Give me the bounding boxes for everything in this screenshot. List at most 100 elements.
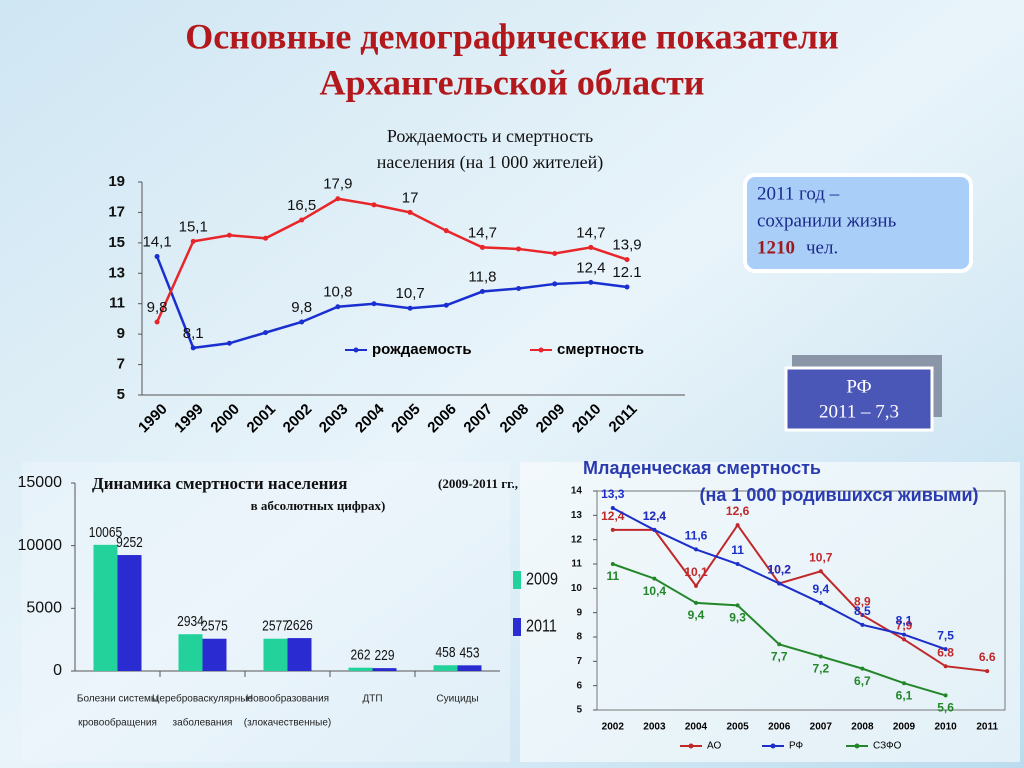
data-label: 12,4 <box>601 509 625 523</box>
y-tick-label: 0 <box>53 662 62 679</box>
chart-panel <box>520 462 1020 762</box>
chart-title: Рождаемость и смертность <box>387 126 593 146</box>
point <box>818 654 823 659</box>
x-tick-label: 2002 <box>602 722 625 733</box>
x-tick-label: 2005 <box>726 722 749 733</box>
slide-title: Архангельской области <box>319 62 704 102</box>
point <box>263 330 269 336</box>
data-label: 13,9 <box>612 237 641 254</box>
data-label: 12,4 <box>643 509 667 523</box>
point <box>552 281 558 287</box>
legend-label: СЗФО <box>873 741 902 752</box>
data-label: 10,4 <box>643 584 667 598</box>
data-label: 6.6 <box>979 650 996 664</box>
point <box>516 246 522 252</box>
data-label: 12,4 <box>576 259 605 276</box>
x-tick-label: Болезни системы <box>77 694 158 705</box>
data-label: 9252 <box>116 534 143 551</box>
y-tick-label: 5 <box>117 386 125 403</box>
chart-title: Младенческая смертность <box>583 458 821 478</box>
point <box>943 693 948 698</box>
point <box>624 257 630 263</box>
data-label: 7,7 <box>771 649 788 663</box>
y-tick-label: 5 <box>576 705 582 716</box>
slide-title: Основные демографические показатели <box>185 16 839 56</box>
point <box>443 228 449 234</box>
series-line <box>155 256 628 350</box>
point <box>407 209 413 215</box>
point <box>154 254 160 260</box>
point <box>860 622 865 627</box>
data-label: 6.8 <box>937 645 954 659</box>
y-tick-label: 19 <box>108 173 125 190</box>
chart-title: населения (на 1 000 жителей) <box>377 152 603 173</box>
bar <box>457 665 482 671</box>
chart-title: (на 1 000 родившихся живыми) <box>699 485 978 505</box>
legend-marker <box>353 347 359 353</box>
bar <box>117 555 142 671</box>
data-label: 17,9 <box>323 176 352 193</box>
data-label: 10,7 <box>809 550 833 564</box>
data-label: 10,2 <box>768 563 792 577</box>
data-label: 2577 <box>262 617 289 634</box>
legend-label: 2009 <box>526 569 558 589</box>
legend-label: РФ <box>789 741 804 752</box>
data-label: 8,1 <box>896 614 913 628</box>
chart-subtitle: в абсолютных цифрах) <box>251 498 386 513</box>
point <box>985 669 990 674</box>
point <box>777 581 782 586</box>
y-tick-label: 9 <box>576 607 582 618</box>
data-label: 17 <box>402 189 419 206</box>
x-tick-label: 2006 <box>768 722 791 733</box>
point <box>943 664 948 669</box>
data-label: 9,3 <box>729 611 746 625</box>
point <box>610 506 615 511</box>
x-tick-label: 2009 <box>893 722 916 733</box>
point <box>588 244 594 250</box>
data-label: 11,8 <box>468 269 496 286</box>
data-label: 7,9 <box>896 619 913 633</box>
data-label: 10,2 <box>768 563 792 577</box>
point <box>443 302 449 308</box>
bar <box>263 638 288 671</box>
legend-label: АО <box>707 741 721 752</box>
data-label: 10,1 <box>684 565 708 579</box>
x-tick-label: ДТП <box>362 694 382 705</box>
x-tick-label: 2010 <box>934 722 957 733</box>
point <box>694 600 698 605</box>
point <box>335 196 341 202</box>
point <box>652 527 657 532</box>
point <box>371 202 377 208</box>
info-text: сохранили жизнь <box>757 210 897 231</box>
data-label: 8,1 <box>183 325 204 342</box>
bar <box>178 634 203 671</box>
y-tick-label: 7 <box>576 656 582 667</box>
bar <box>202 638 227 671</box>
y-tick-label: 13 <box>571 510 583 521</box>
data-label: 2626 <box>286 617 313 634</box>
data-label: 6,7 <box>854 674 871 688</box>
data-label: 458 <box>435 644 455 661</box>
chart-subtitle: (2009-2011 гг., <box>438 476 518 491</box>
point <box>552 251 558 257</box>
x-tick-label: 2004 <box>685 722 708 733</box>
data-label: 12,6 <box>726 504 750 518</box>
point <box>902 637 906 642</box>
data-label: 11 <box>731 543 744 557</box>
y-tick-label: 9 <box>117 325 125 342</box>
point <box>652 576 657 581</box>
data-label: 14,7 <box>468 224 497 241</box>
y-tick-label: 10 <box>571 583 583 594</box>
data-label: 453 <box>459 644 479 661</box>
point <box>371 301 377 307</box>
point <box>226 340 232 346</box>
point <box>735 603 740 608</box>
legend-marker <box>770 743 776 749</box>
point <box>588 279 594 285</box>
rf-box <box>784 366 934 432</box>
data-label: 5,6 <box>937 701 954 715</box>
bar <box>433 665 458 671</box>
legend-label: рождаемость <box>372 341 472 358</box>
point <box>154 319 160 325</box>
